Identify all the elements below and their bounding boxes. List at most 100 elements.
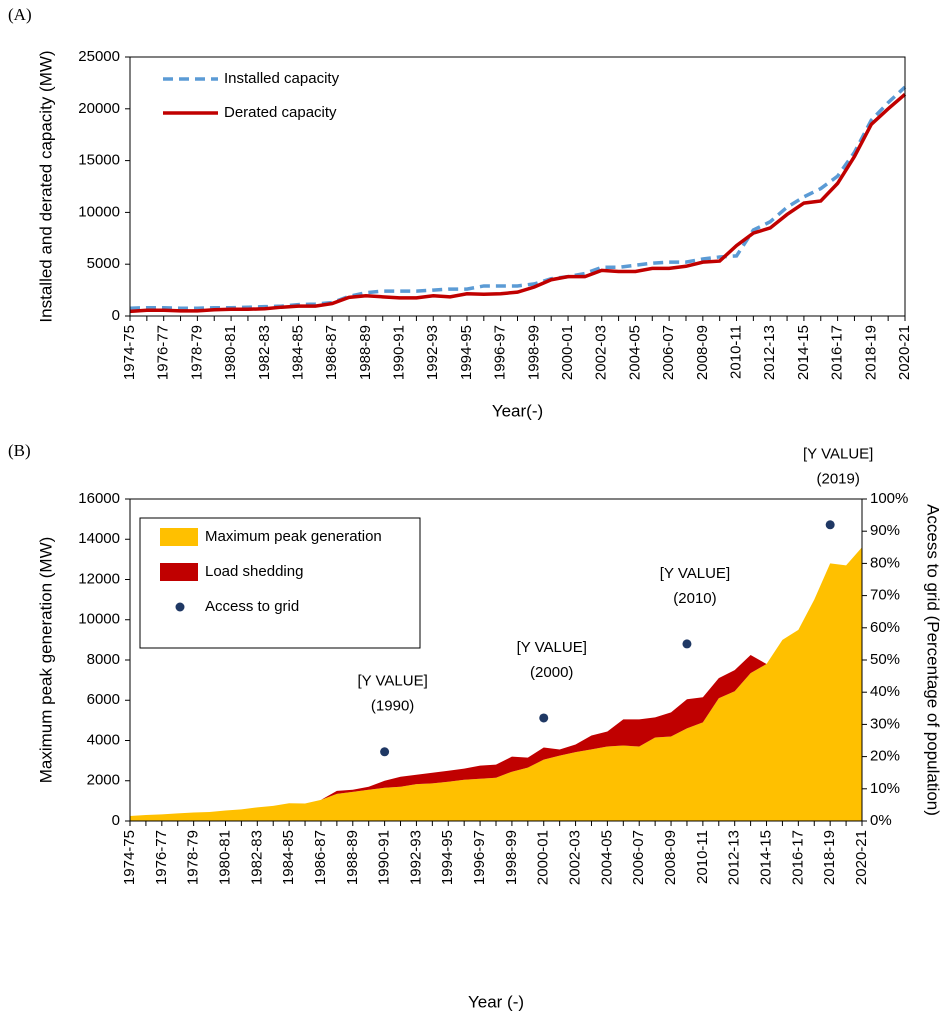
y-tick-label: 8000 bbox=[87, 651, 120, 668]
y-tick-label: 12000 bbox=[78, 570, 120, 587]
x-tick-label: 2004-05 bbox=[598, 830, 615, 885]
x-tick-label: 1998-99 bbox=[503, 830, 520, 885]
y2-axis-title: Access to grid (Percentage of population… bbox=[924, 504, 943, 816]
x-tick-label: 1984-85 bbox=[280, 830, 297, 885]
x-tick-label: 2020-21 bbox=[896, 325, 913, 380]
x-tick-label: 2018-19 bbox=[862, 325, 879, 380]
y2-tick-label: 20% bbox=[870, 748, 900, 765]
x-tick-label: 1978-79 bbox=[188, 325, 205, 380]
y-tick-label: 0 bbox=[112, 812, 120, 829]
x-tick-label: 1996-97 bbox=[471, 830, 488, 885]
y2-tick-label: 10% bbox=[870, 780, 900, 797]
annotation-year: (2019) bbox=[816, 471, 859, 488]
x-tick-label: 2014-15 bbox=[757, 830, 774, 885]
scatter-point bbox=[682, 639, 692, 649]
x-tick-label: 1974-75 bbox=[121, 830, 138, 885]
panel-tag: (A) bbox=[8, 5, 32, 24]
x-tick-label: 2016-17 bbox=[789, 830, 806, 885]
plot-frame bbox=[129, 498, 863, 822]
y2-tick-label: 60% bbox=[870, 619, 900, 636]
y2-tick-label: 70% bbox=[870, 587, 900, 604]
x-tick-label: 2016-17 bbox=[829, 325, 846, 380]
x-tick-label: 2002-03 bbox=[567, 830, 584, 885]
series-area bbox=[130, 547, 862, 821]
scatter-point bbox=[539, 713, 549, 723]
y-tick-label: 10000 bbox=[78, 203, 120, 220]
legend-label: Installed capacity bbox=[224, 70, 340, 87]
y-tick-label: 10000 bbox=[78, 611, 120, 628]
x-tick-label: 1974-75 bbox=[121, 325, 138, 380]
series-line bbox=[129, 85, 907, 310]
x-tick-label: 2002-03 bbox=[593, 325, 610, 380]
legend-label: Access to grid bbox=[205, 598, 299, 615]
y-tick-label: 0 bbox=[112, 307, 120, 324]
y-tick-label: 2000 bbox=[87, 772, 120, 789]
x-tick-label: 1996-97 bbox=[492, 325, 509, 380]
annotation-label: [Y VALUE] bbox=[660, 565, 730, 582]
x-tick-label: 1976-77 bbox=[155, 325, 172, 380]
x-tick-label: 2020-21 bbox=[853, 830, 870, 885]
y-axis-title: Installed and derated capacity (MW) bbox=[36, 50, 55, 322]
x-tick-label: 2000-01 bbox=[535, 830, 552, 885]
legend-swatch bbox=[160, 563, 198, 581]
scatter-point bbox=[380, 747, 390, 757]
x-tick-label: 1982-83 bbox=[248, 830, 265, 885]
x-tick-label: 1980-81 bbox=[216, 830, 233, 885]
x-tick-label: 2008-09 bbox=[662, 830, 679, 885]
x-tick-label: 1984-85 bbox=[289, 325, 306, 380]
x-tick-label: 2008-09 bbox=[694, 325, 711, 380]
y2-tick-label: 100% bbox=[870, 490, 908, 507]
x-tick-label: 2014-15 bbox=[795, 325, 812, 380]
y2-tick-label: 0% bbox=[870, 812, 892, 829]
legend-swatch bbox=[160, 528, 198, 546]
y-axis-title: Maximum peak generation (MW) bbox=[36, 537, 55, 784]
x-tick-label: 2004-05 bbox=[626, 325, 643, 380]
x-tick-label: 1994-95 bbox=[439, 830, 456, 885]
x-tick-label: 1988-89 bbox=[357, 325, 374, 380]
x-tick-label: 1986-87 bbox=[312, 830, 329, 885]
y2-tick-label: 30% bbox=[870, 715, 900, 732]
x-tick-label: 2010-11 bbox=[694, 830, 711, 884]
x-tick-label: 2012-13 bbox=[726, 830, 743, 885]
legend-label: Maximum peak generation bbox=[205, 528, 382, 545]
x-tick-label: 1990-91 bbox=[391, 325, 408, 380]
x-tick-label: 2006-07 bbox=[660, 325, 677, 380]
y2-tick-label: 80% bbox=[870, 554, 900, 571]
plot-frame bbox=[129, 56, 906, 317]
x-tick-label: 1992-93 bbox=[424, 325, 441, 380]
x-tick-label: 1990-91 bbox=[376, 830, 393, 885]
y-tick-label: 6000 bbox=[87, 691, 120, 708]
x-tick-label: 2006-07 bbox=[630, 830, 647, 885]
series-line bbox=[129, 92, 907, 314]
annotation-year: (1990) bbox=[371, 698, 414, 715]
y2-tick-label: 90% bbox=[870, 522, 900, 539]
y-tick-label: 15000 bbox=[78, 152, 120, 169]
scatter-point bbox=[825, 520, 835, 530]
x-tick-label: 1994-95 bbox=[458, 325, 475, 380]
y2-tick-label: 50% bbox=[870, 651, 900, 668]
x-tick-label: 1976-77 bbox=[153, 830, 170, 885]
y-tick-label: 14000 bbox=[78, 530, 120, 547]
y-tick-label: 20000 bbox=[78, 100, 120, 117]
legend-swatch bbox=[175, 602, 185, 612]
y-tick-label: 5000 bbox=[87, 255, 120, 272]
annotation-year: (2010) bbox=[673, 590, 716, 607]
y-tick-label: 4000 bbox=[87, 731, 120, 748]
x-tick-label: 2000-01 bbox=[559, 325, 576, 380]
y-tick-label: 25000 bbox=[78, 48, 120, 65]
legend-label: Load shedding bbox=[205, 563, 303, 580]
legend-label: Derated capacity bbox=[224, 104, 337, 121]
x-axis-title: Year(-) bbox=[492, 401, 543, 420]
x-tick-label: 1986-87 bbox=[323, 325, 340, 380]
y2-tick-label: 40% bbox=[870, 683, 900, 700]
x-tick-label: 2010-11 bbox=[727, 325, 744, 379]
x-tick-label: 1992-93 bbox=[407, 830, 424, 885]
series-area bbox=[130, 654, 767, 816]
x-tick-label: 1980-81 bbox=[222, 325, 239, 380]
annotation-year: (2000) bbox=[530, 664, 573, 681]
x-tick-label: 1982-83 bbox=[256, 325, 273, 380]
panel-tag: (B) bbox=[8, 441, 31, 460]
x-tick-label: 2018-19 bbox=[821, 830, 838, 885]
annotation-label: [Y VALUE] bbox=[357, 673, 427, 690]
